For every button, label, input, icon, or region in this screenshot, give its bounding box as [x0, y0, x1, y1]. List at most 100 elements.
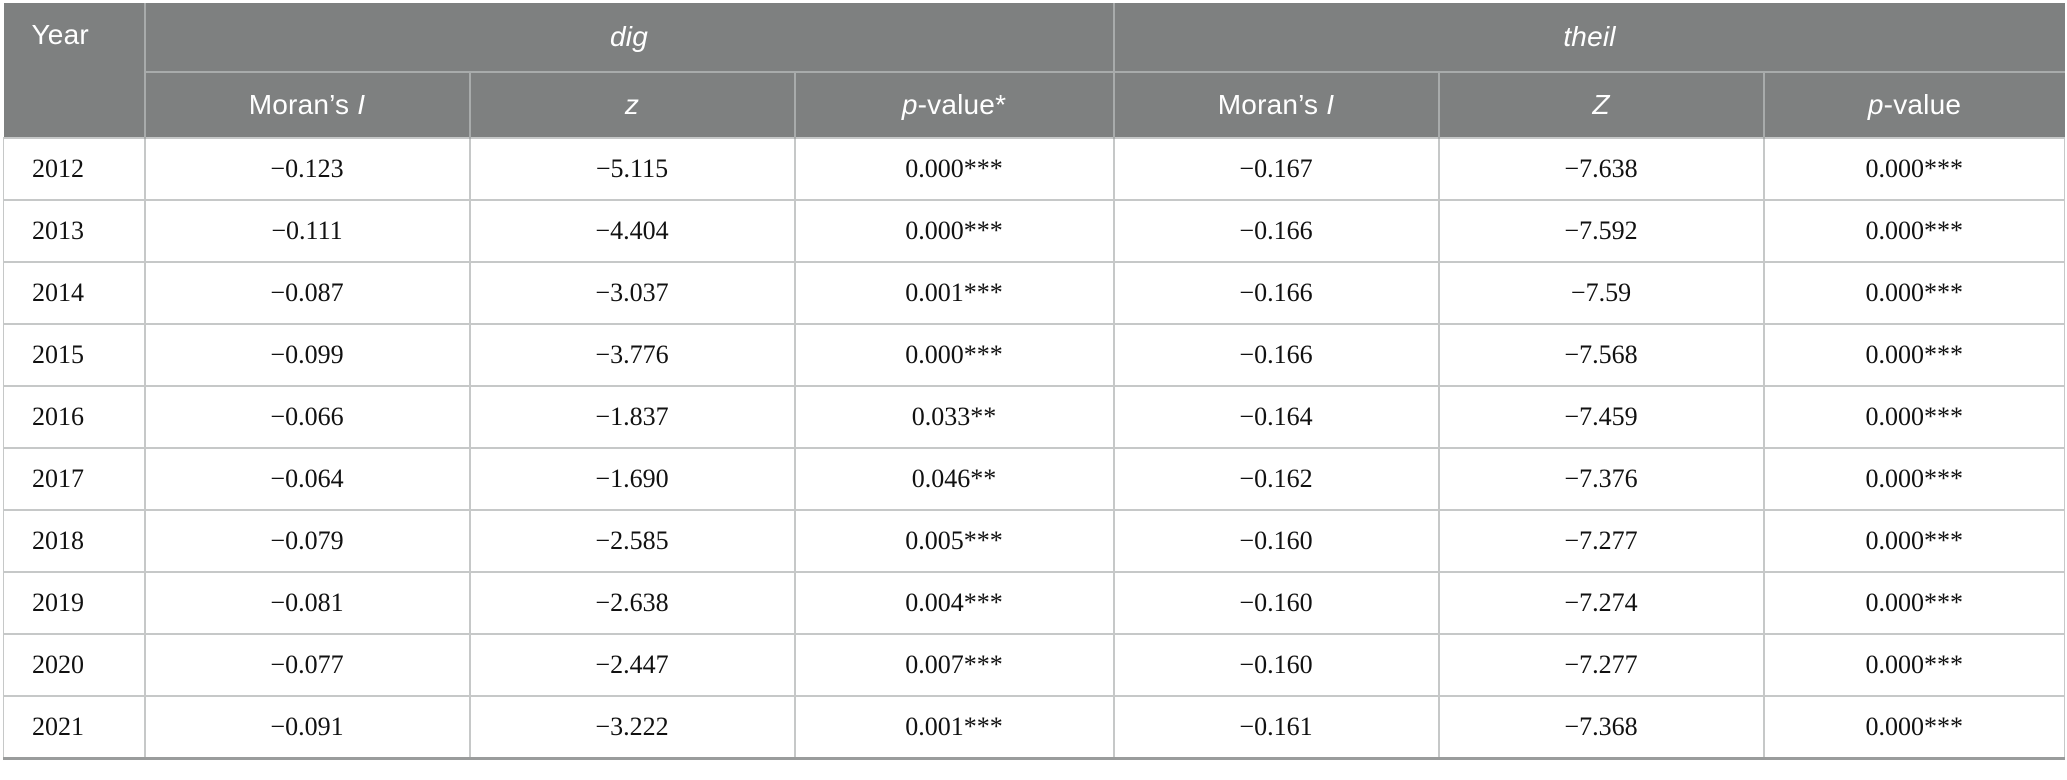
- morans-i-table-wrapper: Year dig theil Moran’s I z p-value* Mora…: [3, 3, 2066, 760]
- value-cell: −2.447: [468, 633, 796, 697]
- value-cell: 0.046**: [793, 447, 1115, 511]
- year-cell: 2014: [3, 261, 146, 325]
- year-cell: 2016: [3, 385, 146, 449]
- col-header-suffix: -value: [1883, 89, 1962, 120]
- value-cell: −7.277: [1437, 509, 1765, 573]
- value-cell: 0.000***: [1762, 447, 2066, 511]
- value-cell: −7.592: [1437, 199, 1765, 263]
- value-cell: −0.160: [1112, 509, 1440, 573]
- morans-i-table: Year dig theil Moran’s I z p-value* Mora…: [3, 3, 2066, 760]
- year-cell: 2019: [3, 571, 146, 635]
- value-cell: 0.000***: [793, 199, 1115, 263]
- table-row: 2020 −0.077 −2.447 0.007*** −0.160 −7.27…: [3, 633, 2066, 697]
- table-row: 2018 −0.079 −2.585 0.005*** −0.160 −7.27…: [3, 509, 2066, 573]
- table-row: 2012 −0.123 −5.115 0.000*** −0.167 −7.63…: [3, 137, 2066, 201]
- value-cell: −4.404: [468, 199, 796, 263]
- value-cell: −0.166: [1112, 199, 1440, 263]
- value-cell: −0.091: [143, 695, 471, 760]
- value-cell: −7.459: [1437, 385, 1765, 449]
- value-cell: −0.077: [143, 633, 471, 697]
- year-cell: 2015: [3, 323, 146, 387]
- value-cell: −0.164: [1112, 385, 1440, 449]
- value-cell: −7.568: [1437, 323, 1765, 387]
- year-cell: 2021: [3, 695, 146, 760]
- value-cell: −0.162: [1112, 447, 1440, 511]
- col-header-italic: p: [901, 89, 918, 120]
- year-cell: 2012: [3, 137, 146, 201]
- year-cell: 2013: [3, 199, 146, 263]
- value-cell: −0.064: [143, 447, 471, 511]
- value-cell: −2.638: [468, 571, 796, 635]
- table-row: 2019 −0.081 −2.638 0.004*** −0.160 −7.27…: [3, 571, 2066, 635]
- col-header-dig-z: z: [469, 72, 796, 138]
- value-cell: −0.166: [1112, 323, 1440, 387]
- value-cell: −0.167: [1112, 137, 1440, 201]
- sub-header-row: Moran’s I z p-value* Moran’s I Z p-value: [4, 72, 2065, 138]
- col-header-italic: I: [1326, 89, 1335, 120]
- value-cell: 0.000***: [1762, 633, 2066, 697]
- value-cell: 0.000***: [1762, 695, 2066, 760]
- col-header-dig-morans-i: Moran’s I: [144, 72, 471, 138]
- col-header-theil-morans-i: Moran’s I: [1113, 72, 1440, 138]
- value-cell: 0.000***: [1762, 385, 2066, 449]
- value-cell: −7.638: [1437, 137, 1765, 201]
- value-cell: −0.160: [1112, 633, 1440, 697]
- value-cell: −5.115: [468, 137, 796, 201]
- col-header-dig-p-value: p-value*: [794, 72, 1115, 138]
- value-cell: −3.222: [468, 695, 796, 760]
- value-cell: 0.007***: [793, 633, 1115, 697]
- value-cell: 0.000***: [1762, 571, 2066, 635]
- value-cell: −1.837: [468, 385, 796, 449]
- col-header-text: Moran’s: [1217, 89, 1327, 120]
- group-header-theil: theil: [1113, 3, 2065, 73]
- table-row: 2017 −0.064 −1.690 0.046** −0.162 −7.376…: [3, 447, 2066, 511]
- value-cell: −0.111: [143, 199, 471, 263]
- table-row: 2016 −0.066 −1.837 0.033** −0.164 −7.459…: [3, 385, 2066, 449]
- col-header-italic: I: [357, 89, 366, 120]
- value-cell: −0.099: [143, 323, 471, 387]
- table-row: 2014 −0.087 −3.037 0.001*** −0.166 −7.59…: [3, 261, 2066, 325]
- value-cell: −0.160: [1112, 571, 1440, 635]
- value-cell: −7.376: [1437, 447, 1765, 511]
- year-column-header: Year: [3, 3, 146, 138]
- value-cell: 0.000***: [1762, 509, 2066, 573]
- value-cell: −0.123: [143, 137, 471, 201]
- value-cell: 0.033**: [793, 385, 1115, 449]
- value-cell: 0.001***: [793, 261, 1115, 325]
- table-row: 2015 −0.099 −3.776 0.000*** −0.166 −7.56…: [3, 323, 2066, 387]
- col-header-theil-p-value: p-value: [1763, 72, 2065, 138]
- value-cell: 0.001***: [793, 695, 1115, 760]
- year-cell: 2020: [3, 633, 146, 697]
- year-cell: 2018: [3, 509, 146, 573]
- value-cell: 0.004***: [793, 571, 1115, 635]
- value-cell: 0.000***: [1762, 137, 2066, 201]
- value-cell: −2.585: [468, 509, 796, 573]
- table-row: 2021 −0.091 −3.222 0.001*** −0.161 −7.36…: [3, 695, 2066, 760]
- value-cell: −0.161: [1112, 695, 1440, 760]
- value-cell: 0.000***: [1762, 261, 2066, 325]
- value-cell: −0.066: [143, 385, 471, 449]
- value-cell: 0.000***: [1762, 323, 2066, 387]
- col-header-italic: Z: [1592, 89, 1610, 120]
- value-cell: −0.166: [1112, 261, 1440, 325]
- value-cell: −7.277: [1437, 633, 1765, 697]
- value-cell: 0.000***: [793, 323, 1115, 387]
- value-cell: −1.690: [468, 447, 796, 511]
- value-cell: −7.368: [1437, 695, 1765, 760]
- col-header-text: Moran’s: [248, 89, 358, 120]
- group-header-dig: dig: [144, 3, 1115, 73]
- value-cell: 0.000***: [1762, 199, 2066, 263]
- value-cell: 0.000***: [793, 137, 1115, 201]
- group-header-row: Year dig theil: [3, 3, 2065, 138]
- col-header-theil-z: Z: [1438, 72, 1765, 138]
- col-header-italic: z: [624, 89, 640, 120]
- col-header-italic: p: [1867, 89, 1884, 120]
- value-cell: −3.037: [468, 261, 796, 325]
- value-cell: −3.776: [468, 323, 796, 387]
- table-body: 2012 −0.123 −5.115 0.000*** −0.167 −7.63…: [3, 137, 2066, 760]
- value-cell: −7.274: [1437, 571, 1765, 635]
- value-cell: −0.079: [143, 509, 471, 573]
- table-header: Year dig theil Moran’s I z p-value* Mora…: [3, 3, 2065, 138]
- value-cell: −0.081: [143, 571, 471, 635]
- value-cell: 0.005***: [793, 509, 1115, 573]
